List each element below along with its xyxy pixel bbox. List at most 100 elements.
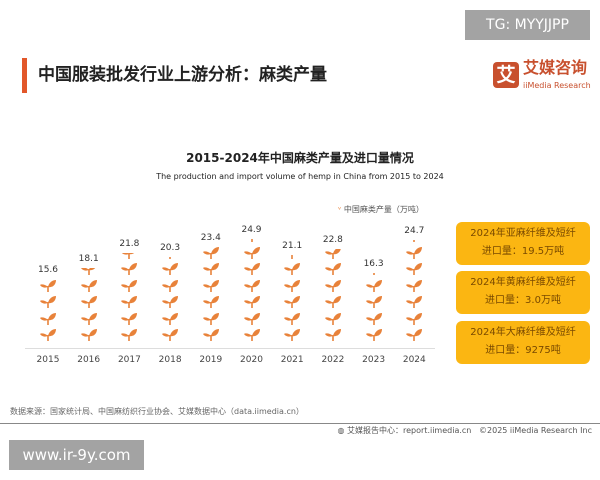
data-label: 24.9 [241,225,262,235]
sprout-icon [324,294,342,308]
x-tick-label: 2023 [362,355,386,365]
sprout-icon [324,327,342,341]
x-tick-label: 2015 [36,355,60,365]
sprout-icon [243,294,261,308]
sprout-icon [39,294,57,308]
sprout-icon [324,311,342,325]
legend-sprout-icon: ᵛ [338,205,344,214]
sprout-icon [80,268,98,275]
sprout-icon [365,278,383,292]
page-title: 中国服装批发行业上游分析：麻类产量 [38,65,327,85]
sprout-icon [324,261,342,275]
sprout-icon [39,279,57,292]
callout-line1: 2024年大麻纤维及短纤 [470,327,576,338]
chart-subtitle: The production and import volume of hemp… [156,172,444,181]
callout-line1: 2024年亚麻纤维及短纤 [470,228,576,239]
sprout-icon [283,261,301,275]
callout-flax: 2024年亚麻纤维及短纤 进口量：19.5万吨 [456,222,590,265]
report-link[interactable]: 艾媒报告中心：report.iimedia.cn [347,426,472,435]
watermark-top: TG: MYYJJPP [465,10,590,40]
sprout-icon [80,327,98,341]
sprout-icon [405,311,423,325]
sprout-icon [202,294,220,308]
sprout-icon [365,327,383,341]
callout-line2: 进口量：19.5万吨 [481,246,565,257]
sprout-icon [120,278,138,292]
sprout-icon [365,294,383,308]
sprout-icon [405,278,423,292]
data-source: 数据来源：国家统计局、中国麻纺织行业协会、艾媒数据中心（data.iimedia… [10,407,304,416]
logo-icon: 艾 [493,62,519,88]
callout-jute: 2024年黄麻纤维及短纤 进口量：3.0万吨 [456,271,590,314]
sprout-icon [80,311,98,325]
sprout-icon [120,327,138,341]
chart-title: 2015-2024年中国麻类产量及进口量情况 [186,151,414,165]
data-label: 23.4 [200,232,221,243]
footer: ◍ 艾媒报告中心：report.iimedia.cn ©2025 iiMedia… [337,425,592,437]
x-axis [25,348,435,349]
sprout-icon [243,327,261,341]
sprout-icon [39,311,57,325]
legend-label: 中国麻类产量（万吨） [343,205,424,214]
sprout-icon [324,248,342,259]
sprout-icon [161,327,179,341]
data-label: 18.1 [78,254,99,264]
sprout-icon [405,294,423,308]
sprout-icon [405,261,423,275]
sprout-icon [202,246,220,259]
x-tick-label: 2017 [117,355,141,365]
logo-text: 艾媒咨询 [523,58,588,77]
sprout-icon [161,311,179,325]
legend: ᵛ 中国麻类产量（万吨） [338,204,424,216]
sprout-icon [120,294,138,308]
data-label: 22.8 [322,234,343,245]
x-tick-label: 2016 [77,355,101,365]
sprout-icon [243,245,261,259]
globe-icon: ◍ [337,426,348,435]
callout-line2: 进口量：3.0万吨 [485,295,561,306]
sprout-icon [283,278,301,292]
title-accent-bar [22,58,27,93]
sprout-icon [405,327,423,341]
sprout-icon [161,261,179,275]
sprout-icon [405,245,423,259]
callout-line2: 进口量：9275吨 [485,345,561,356]
data-label: 24.7 [404,226,425,236]
sprout-icon [365,273,383,275]
watermark-bottom: www.ir-9y.com [9,440,144,470]
sprout-icon [120,261,138,275]
sprout-icon [283,254,301,259]
sprout-icon [202,311,220,325]
callout-hemp: 2024年大麻纤维及短纤 进口量：9275吨 [456,321,590,364]
sprout-icon [39,327,57,341]
sprout-icon [283,311,301,325]
data-label: 21.1 [282,240,303,251]
callout-line1: 2024年黄麻纤维及短纤 [470,277,576,288]
x-tick-label: 2022 [321,355,345,365]
x-tick-label: 2024 [402,355,426,365]
sprout-icon [243,278,261,292]
sprout-icon [161,256,179,259]
sprout-icon [161,278,179,292]
data-label: 21.8 [119,238,140,249]
sprout-icon [405,240,423,242]
data-label: 20.3 [160,242,181,253]
sprout-icon [80,294,98,308]
logo-subtext: iiMedia Research [523,81,591,90]
data-label: 15.6 [37,264,59,275]
sprout-icon [202,278,220,292]
sprout-icon [324,278,342,292]
sprout-icon [283,327,301,341]
data-label: 16.3 [363,259,384,269]
sprout-icon [365,311,383,325]
x-tick-label: 2020 [240,355,263,365]
x-tick-label: 2018 [158,355,182,365]
sprout-icon [120,311,138,325]
x-tick-label: 2019 [199,355,223,365]
sprout-icon [243,239,261,242]
footer-divider [0,423,600,424]
sprout-icon [120,252,138,259]
copyright: ©2025 iiMedia Research Inc [479,426,592,435]
x-tick-label: 2021 [280,355,304,365]
sprout-icon [161,294,179,308]
